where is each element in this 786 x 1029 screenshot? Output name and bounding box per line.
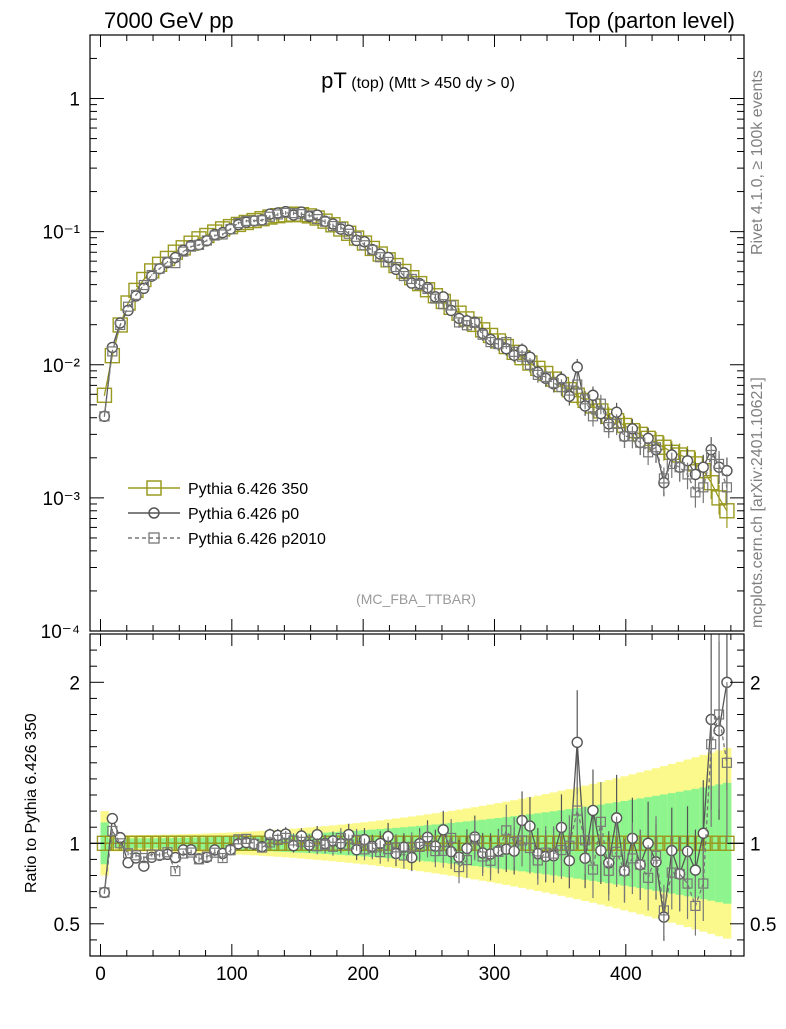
ratio-point-1 <box>572 737 582 747</box>
legend-label-p0: Pythia 6.426 p0 <box>188 506 299 523</box>
ratio-point-1 <box>107 814 117 824</box>
header-left: 7000 GeV pp <box>104 8 234 33</box>
y-tick-label-ratio: 0.5 <box>54 915 80 936</box>
watermark: (MC_FBA_TTBAR) <box>356 591 476 607</box>
y-tick-label-upper: 10⁻³ <box>43 489 81 510</box>
y-tick-label-ratio: 1 <box>69 834 80 855</box>
header-right: Top (parton level) <box>565 8 735 33</box>
plot-title-main: pT <box>321 68 347 93</box>
point-1 <box>572 362 582 372</box>
point-1 <box>698 462 708 472</box>
y-tick-label-ratio-right: 2 <box>750 673 761 694</box>
x-tick-label: 100 <box>216 964 248 985</box>
y-tick-label-upper: 10⁻¹ <box>43 223 81 244</box>
chart: 7000 GeV pp Top (parton level) pT (top) … <box>0 0 786 1024</box>
ratio-ylabel: Ratio to Pythia 6.426 350 <box>23 713 40 893</box>
x-tick-label: 0 <box>95 964 106 985</box>
plot-title-sub1: (top) <box>351 75 384 92</box>
y-tick-label-upper: 10⁻² <box>43 356 81 377</box>
y-tick-label-upper: 1 <box>69 90 80 111</box>
y-tick-label-ratio-right: 0.5 <box>750 915 776 936</box>
ratio-point-1 <box>690 865 700 875</box>
x-tick-label: 300 <box>479 964 511 985</box>
y-tick-label-ratio-right: 1 <box>750 834 761 855</box>
x-tick-label: 200 <box>347 964 379 985</box>
ratio-point-1 <box>588 805 598 815</box>
x-tick-label: 400 <box>610 964 642 985</box>
y-tick-label-upper: 10⁻⁴ <box>41 622 80 643</box>
plot-title-sub2: (Mtt > 450 dy > 0) <box>389 75 515 92</box>
side-label-rivet: Rivet 4.1.0, ≥ 100k events <box>749 70 766 255</box>
y-tick-label-ratio: 2 <box>69 673 80 694</box>
legend-label-p2010: Pythia 6.426 p2010 <box>188 531 326 548</box>
legend-label-350: Pythia 6.426 350 <box>188 481 308 498</box>
side-label-mcplots: mcplots.cern.ch [arXiv:2401.10621] <box>749 377 766 628</box>
